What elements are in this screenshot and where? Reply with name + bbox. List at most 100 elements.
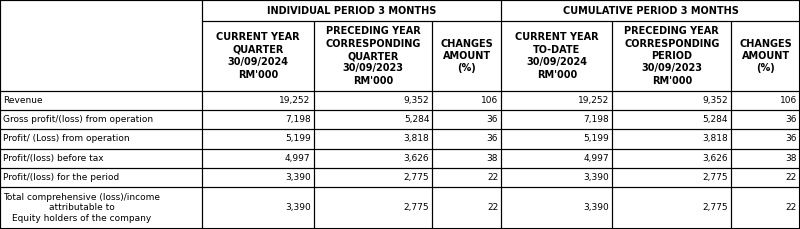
Bar: [731, 91, 800, 110]
Bar: [202, 187, 314, 229]
Text: 3,390: 3,390: [285, 173, 310, 182]
Text: 5,199: 5,199: [584, 134, 610, 143]
Text: 9,352: 9,352: [404, 96, 430, 105]
Bar: [202, 91, 314, 110]
Text: Profit/(loss) for the period: Profit/(loss) for the period: [3, 173, 119, 182]
Text: 4,997: 4,997: [584, 154, 610, 163]
Text: 22: 22: [487, 203, 498, 213]
Bar: [0, 0, 202, 91]
Bar: [0, 91, 202, 110]
Text: 3,626: 3,626: [404, 154, 430, 163]
Bar: [501, 0, 800, 21]
Text: 3,626: 3,626: [702, 154, 728, 163]
Bar: [314, 91, 432, 110]
Text: 9,352: 9,352: [702, 96, 728, 105]
Bar: [613, 149, 731, 168]
Text: Gross profit/(loss) from operation: Gross profit/(loss) from operation: [3, 115, 153, 124]
Text: 106: 106: [780, 96, 797, 105]
Bar: [731, 129, 800, 149]
Text: 106: 106: [481, 96, 498, 105]
Bar: [0, 187, 202, 229]
Bar: [432, 187, 501, 229]
Bar: [613, 187, 731, 229]
Text: 19,252: 19,252: [578, 96, 610, 105]
Text: 3,390: 3,390: [584, 173, 610, 182]
Text: 3,818: 3,818: [702, 134, 728, 143]
Bar: [314, 129, 432, 149]
Bar: [432, 149, 501, 168]
Bar: [432, 168, 501, 187]
Text: 5,199: 5,199: [285, 134, 310, 143]
Text: INDIVIDUAL PERIOD 3 MONTHS: INDIVIDUAL PERIOD 3 MONTHS: [267, 5, 437, 16]
Text: Profit/(loss) before tax: Profit/(loss) before tax: [3, 154, 104, 163]
Bar: [314, 21, 432, 91]
Bar: [501, 91, 613, 110]
Text: 2,775: 2,775: [404, 203, 430, 213]
Bar: [0, 110, 202, 129]
Text: 7,198: 7,198: [285, 115, 310, 124]
Text: 5,284: 5,284: [404, 115, 430, 124]
Text: 22: 22: [786, 173, 797, 182]
Bar: [314, 110, 432, 129]
Text: 36: 36: [486, 134, 498, 143]
Text: 36: 36: [486, 115, 498, 124]
Text: 7,198: 7,198: [584, 115, 610, 124]
Text: Total comprehensive (loss)/income
attributable to
Equity holders of the company: Total comprehensive (loss)/income attrib…: [3, 193, 160, 223]
Bar: [731, 187, 800, 229]
Bar: [501, 168, 613, 187]
Bar: [501, 21, 613, 91]
Bar: [731, 149, 800, 168]
Text: CHANGES
AMOUNT
(%): CHANGES AMOUNT (%): [440, 39, 493, 74]
Bar: [314, 187, 432, 229]
Bar: [0, 168, 202, 187]
Text: 3,390: 3,390: [285, 203, 310, 213]
Text: 38: 38: [486, 154, 498, 163]
Bar: [501, 129, 613, 149]
Bar: [202, 21, 314, 91]
Bar: [202, 129, 314, 149]
Text: PRECEDING YEAR
CORRESPONDING
PERIOD
30/09/2023
RM'000: PRECEDING YEAR CORRESPONDING PERIOD 30/0…: [624, 26, 719, 86]
Text: 3,390: 3,390: [584, 203, 610, 213]
Bar: [0, 149, 202, 168]
Bar: [202, 149, 314, 168]
Text: 2,775: 2,775: [702, 173, 728, 182]
Bar: [613, 21, 731, 91]
Bar: [432, 91, 501, 110]
Bar: [501, 187, 613, 229]
Bar: [202, 110, 314, 129]
Text: PRECEDING YEAR
CORRESPONDING
QUARTER
30/09/2023
RM'000: PRECEDING YEAR CORRESPONDING QUARTER 30/…: [326, 26, 421, 86]
Bar: [202, 0, 501, 21]
Bar: [613, 129, 731, 149]
Text: CUMULATIVE PERIOD 3 MONTHS: CUMULATIVE PERIOD 3 MONTHS: [562, 5, 738, 16]
Text: Revenue: Revenue: [3, 96, 42, 105]
Bar: [202, 168, 314, 187]
Bar: [731, 21, 800, 91]
Text: CURRENT YEAR
QUARTER
30/09/2024
RM'000: CURRENT YEAR QUARTER 30/09/2024 RM'000: [216, 33, 300, 80]
Text: 22: 22: [786, 203, 797, 213]
Bar: [613, 168, 731, 187]
Text: 2,775: 2,775: [404, 173, 430, 182]
Text: 5,284: 5,284: [702, 115, 728, 124]
Text: 3,818: 3,818: [403, 134, 430, 143]
Text: 2,775: 2,775: [702, 203, 728, 213]
Bar: [432, 129, 501, 149]
Text: CHANGES
AMOUNT
(%): CHANGES AMOUNT (%): [739, 39, 792, 74]
Bar: [314, 149, 432, 168]
Bar: [314, 168, 432, 187]
Bar: [0, 129, 202, 149]
Text: 36: 36: [786, 134, 797, 143]
Bar: [432, 110, 501, 129]
Text: Profit/ (Loss) from operation: Profit/ (Loss) from operation: [3, 134, 130, 143]
Text: CURRENT YEAR
TO-DATE
30/09/2024
RM'000: CURRENT YEAR TO-DATE 30/09/2024 RM'000: [515, 33, 598, 80]
Bar: [501, 110, 613, 129]
Bar: [613, 110, 731, 129]
Bar: [432, 21, 501, 91]
Bar: [613, 91, 731, 110]
Text: 38: 38: [786, 154, 797, 163]
Bar: [731, 110, 800, 129]
Text: 4,997: 4,997: [285, 154, 310, 163]
Text: 22: 22: [487, 173, 498, 182]
Text: 19,252: 19,252: [279, 96, 310, 105]
Text: 36: 36: [786, 115, 797, 124]
Bar: [501, 149, 613, 168]
